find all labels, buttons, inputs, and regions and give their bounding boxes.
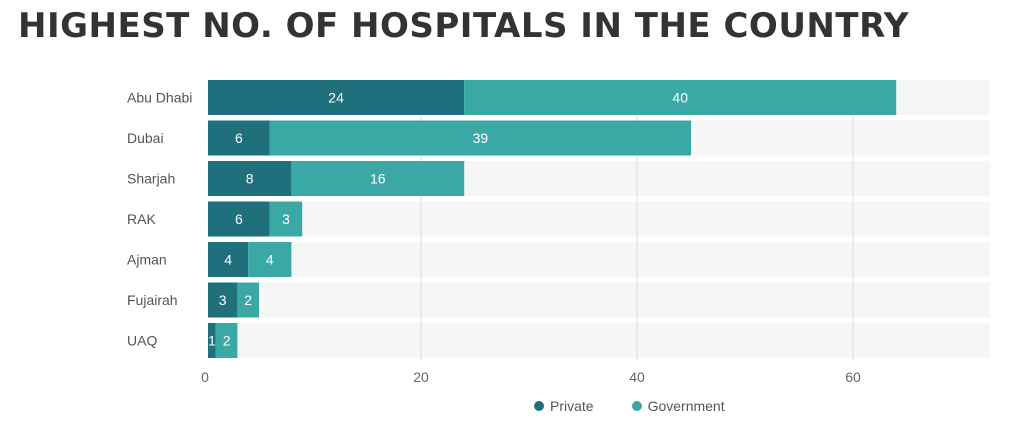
bar-government-sharjah[interactable] <box>291 161 465 196</box>
row-band <box>208 201 990 237</box>
category-label: Dubai <box>127 130 164 146</box>
legend-label-government: Government <box>647 398 725 414</box>
data-label: 40 <box>672 90 688 106</box>
data-label: 1 <box>208 333 216 349</box>
bar-government-uaq[interactable] <box>215 323 238 358</box>
data-label: 4 <box>266 252 274 268</box>
legend-item-private[interactable]: Private <box>534 398 594 414</box>
bar-private-uaq[interactable] <box>208 323 216 358</box>
bar-private-abu-dhabi[interactable] <box>208 80 465 115</box>
bar-government-fujairah[interactable] <box>237 282 259 318</box>
category-label: Sharjah <box>127 171 175 187</box>
legend: Private Government <box>534 398 725 414</box>
data-label: 6 <box>235 211 243 227</box>
bar-private-fujairah[interactable] <box>208 282 238 318</box>
row-band <box>208 282 990 318</box>
category-label: RAK <box>127 211 156 227</box>
bar-private-ajman[interactable] <box>208 242 249 277</box>
data-label: 4 <box>224 252 232 268</box>
x-tick-label: 60 <box>845 369 861 385</box>
bar-private-dubai[interactable] <box>208 120 270 156</box>
category-label: Fujairah <box>127 292 178 308</box>
legend-item-government[interactable]: Government <box>631 398 725 414</box>
legend-label-private: Private <box>550 398 594 414</box>
chart-title: HIGHEST NO. OF HOSPITALS IN THE COUNTRY <box>18 6 910 46</box>
data-label: 8 <box>246 171 254 187</box>
row-band <box>208 242 990 277</box>
data-label: 3 <box>282 211 290 227</box>
category-label: Abu Dhabi <box>127 90 192 106</box>
bar-government-dubai[interactable] <box>269 120 691 156</box>
data-label: 16 <box>370 171 386 187</box>
data-label: 2 <box>244 292 252 308</box>
data-label: 6 <box>235 130 243 146</box>
legend-swatch-government <box>631 401 642 411</box>
bar-government-rak[interactable] <box>269 201 303 237</box>
legend-swatch-private <box>534 401 544 411</box>
bar-government-ajman[interactable] <box>248 242 292 277</box>
x-tick-labels: 0 20 40 60 <box>201 369 861 385</box>
category-labels: Abu Dhabi Dubai Sharjah RAK Ajman Fujairah UAQ <box>127 90 192 349</box>
data-label: 2 <box>223 333 231 349</box>
category-label: UAQ <box>127 333 157 349</box>
bar-government-abu-dhabi[interactable] <box>464 80 897 115</box>
data-label: 3 <box>219 292 227 308</box>
x-tick-label: 0 <box>201 369 209 385</box>
data-label: 39 <box>473 130 489 146</box>
bar-private-sharjah[interactable] <box>208 161 292 196</box>
bar-private-rak[interactable] <box>208 201 270 237</box>
category-label: Ajman <box>127 252 167 268</box>
x-tick-label: 40 <box>629 369 645 385</box>
x-tick-label: 20 <box>413 369 429 385</box>
row-band <box>208 323 990 358</box>
data-label: 24 <box>328 90 344 106</box>
bars: 24 406 398 166 34 43 21 2 <box>208 80 897 358</box>
